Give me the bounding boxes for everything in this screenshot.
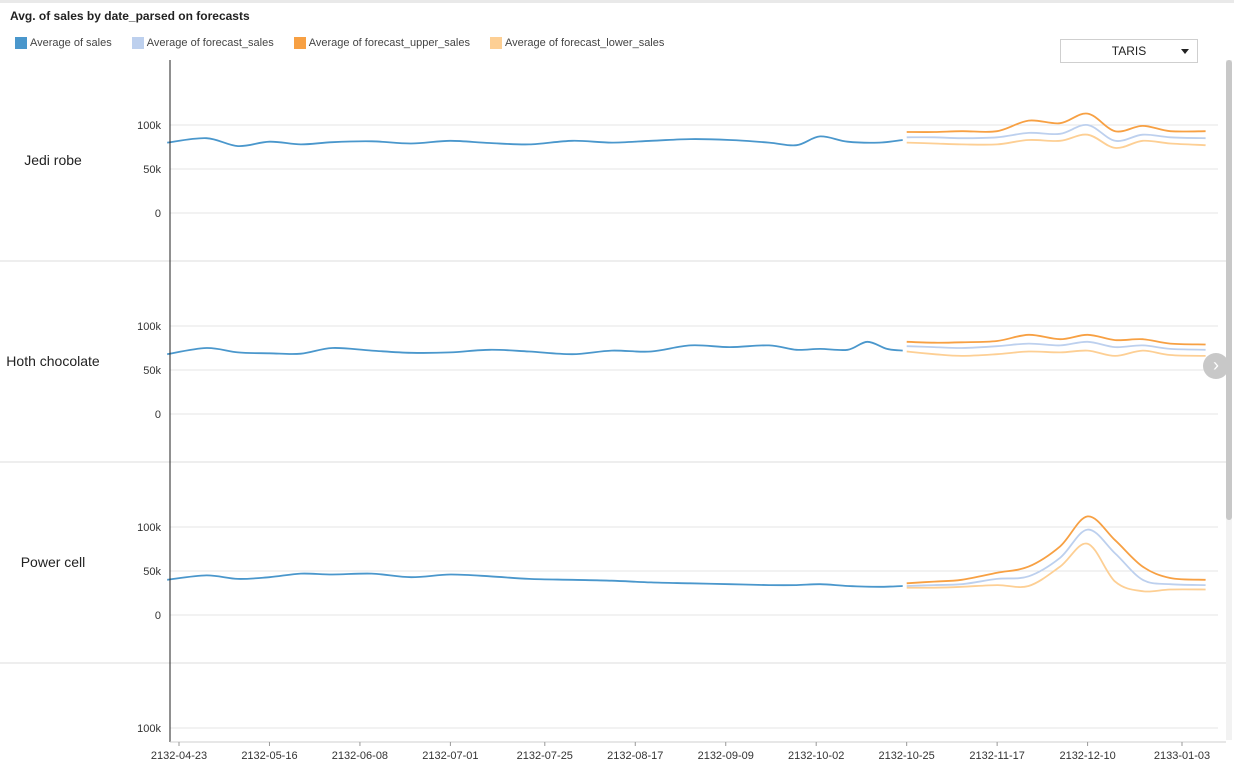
legend-swatch [293,37,306,49]
x-tick-label: 2132-07-25 [517,750,573,762]
legend-swatch [489,37,502,49]
x-tick-label: 2132-06-08 [332,750,388,762]
y-tick-label: 100k [137,120,161,132]
series-line-average-of-forecast-lower-sales [906,349,1206,357]
series-line-average-of-forecast-upper-sales [906,333,1206,346]
y-tick-label: 0 [155,208,161,220]
series-line-average-of-forecast-upper-sales [906,112,1206,133]
legend-item-forecast-upper-sales[interactable]: Average of forecast_upper_sales [293,37,470,49]
y-tick-label: 100k [137,723,161,735]
x-tick-label: 2132-09-09 [698,750,754,762]
legend-label: Average of forecast_sales [146,37,274,49]
y-tick-label: 100k [137,321,161,333]
legend-label: Average of forecast_upper_sales [308,37,470,49]
facet-label: Jedi robe [24,152,82,168]
x-tick-label: 2132-07-01 [422,750,478,762]
facet-label: Power cell [21,554,86,570]
y-tick-label: 0 [155,409,161,421]
legend-label: Average of sales [30,37,112,49]
x-tick-label: 2132-10-25 [879,750,935,762]
x-tick-label: 2132-05-16 [241,750,297,762]
chevron-right-icon[interactable]: › [1203,353,1229,379]
series-line-average-of-sales [167,572,903,588]
facet-label: Hoth chocolate [6,353,100,369]
x-tick-label: 2132-10-02 [788,750,844,762]
caret-down-icon [1181,49,1189,54]
series-line-average-of-forecast-lower-sales [906,133,1206,149]
x-tick-label: 2133-01-03 [1154,750,1210,762]
series-line-average-of-forecast-sales [906,124,1206,142]
y-tick-label: 50k [143,365,161,377]
chart-title: Avg. of sales by date_parsed on forecast… [10,9,250,23]
legend-label: Average of forecast_lower_sales [504,37,665,49]
legend: Average of sales Average of forecast_sal… [15,37,684,49]
series-line-average-of-forecast-sales [906,340,1206,351]
y-tick-label: 50k [143,164,161,176]
legend-item-forecast-sales[interactable]: Average of forecast_sales [131,37,274,49]
legend-swatch [15,37,27,49]
y-tick-label: 50k [143,566,161,578]
series-line-average-of-forecast-sales [906,528,1206,587]
legend-item-forecast-lower-sales[interactable]: Average of forecast_lower_sales [489,37,665,49]
series-line-average-of-forecast-upper-sales [906,515,1206,585]
top-border [0,0,1234,3]
series-line-average-of-sales [167,135,903,148]
y-tick-label: 0 [155,610,161,622]
x-tick-label: 2132-11-17 [969,750,1024,762]
x-tick-label: 2132-04-23 [151,750,207,762]
scrollbar-thumb[interactable] [1226,60,1232,520]
series-line-average-of-forecast-lower-sales [906,542,1206,593]
facet-filter-dropdown[interactable]: TARIS [1060,39,1198,63]
dropdown-value: TARIS [1111,44,1147,58]
x-tick-label: 2132-12-10 [1059,750,1115,762]
series-line-average-of-sales [167,340,903,356]
legend-swatch [131,37,144,49]
x-tick-label: 2132-08-17 [607,750,663,762]
y-tick-label: 100k [137,522,161,534]
legend-item-sales[interactable]: Average of sales [15,37,112,49]
